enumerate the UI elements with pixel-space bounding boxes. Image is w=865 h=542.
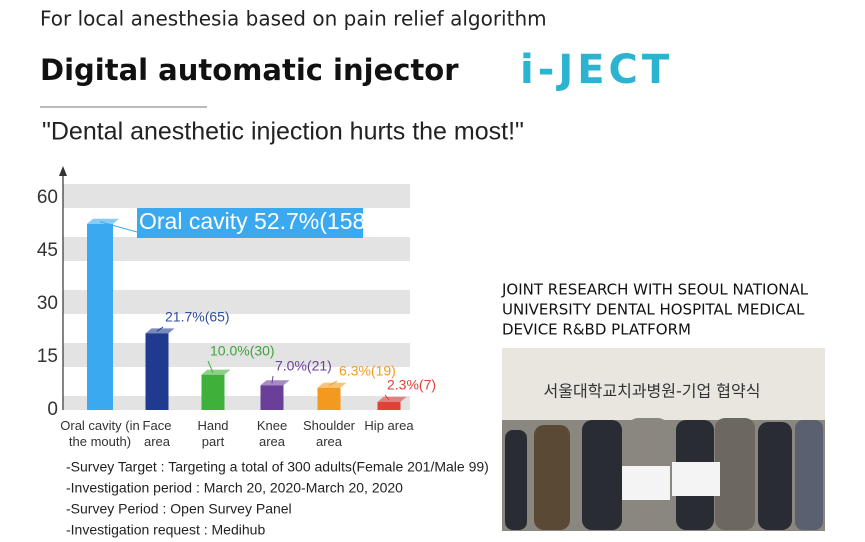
- research-line: UNIVERSITY DENTAL HOSPITAL MEDICAL: [502, 301, 805, 319]
- x-tick-label: Hand part: [197, 418, 229, 449]
- grid-band: [63, 343, 410, 367]
- x-tick-label: Shoulder area: [302, 418, 356, 449]
- subtitle: For local anesthesia based on pain relie…: [40, 7, 547, 31]
- bar: [377, 401, 401, 410]
- x-tick-label: Knee area: [256, 418, 288, 449]
- value-label: Oral cavity 52.7%(158): [139, 208, 373, 234]
- leader: [156, 326, 164, 332]
- bar: [260, 385, 284, 410]
- leader: [384, 394, 390, 401]
- leader: [328, 380, 338, 387]
- note: -Investigation period : March 20, 2020-M…: [66, 480, 403, 496]
- bar-top: [145, 328, 175, 334]
- research: JOINT RESEARCH WITH SEOUL NATIONAL UNIVE…: [501, 281, 825, 531]
- axis-arrow: [59, 166, 67, 176]
- x-tick-label: Face area: [142, 418, 172, 449]
- y-tick-label: 45: [37, 240, 58, 261]
- bar: [145, 333, 169, 410]
- value-label: 21.7%(65): [165, 309, 230, 325]
- research-line: JOINT RESEARCH WITH SEOUL NATIONAL: [501, 281, 809, 299]
- leader: [271, 375, 274, 384]
- label-box: [137, 208, 363, 238]
- value-label: 6.3%(19): [339, 363, 396, 379]
- title: Digital automatic injector: [40, 53, 459, 87]
- grid-band: [63, 290, 410, 314]
- value-label: 10.0%(30): [210, 343, 275, 359]
- bar-top: [317, 382, 347, 388]
- leader: [99, 221, 138, 233]
- y-tick-label: 0: [47, 399, 58, 420]
- bar: [317, 387, 341, 410]
- quote: "Dental anesthetic injection hurts the m…: [42, 118, 524, 146]
- bar: [87, 223, 113, 410]
- research-line: DEVICE R&BD PLATFORM: [502, 321, 691, 339]
- bar-top: [260, 380, 290, 386]
- leader: [207, 360, 214, 373]
- logo: i-JECT: [520, 47, 673, 93]
- grid-band: [63, 237, 410, 261]
- note: -Survey Target : Targeting a total of 30…: [66, 459, 489, 475]
- note: -Investigation request : Medihub: [66, 522, 265, 538]
- x-tick-label: Oral cavity (in the mouth): [60, 418, 140, 449]
- note: -Survey Period : Open Survey Panel: [66, 501, 292, 517]
- grid-band: [63, 184, 410, 208]
- y-tick-label: 60: [37, 187, 58, 208]
- grid-band: [63, 396, 410, 410]
- bar-top: [87, 218, 119, 224]
- people: [505, 418, 823, 530]
- y-tick-label: 15: [37, 346, 58, 367]
- photo-banner: [502, 348, 825, 420]
- chart: 0 15 30 45 60 Oral cavity 52.7%(158) 21.7%(65)…: [37, 166, 436, 420]
- bar: [201, 374, 225, 410]
- y-tick-label: 30: [37, 293, 58, 314]
- value-label: 2.3%(7): [387, 377, 436, 393]
- banner-text: 서울대학교치과병원-기업 협약식: [544, 382, 761, 401]
- value-label: 7.0%(21): [275, 358, 332, 374]
- bar-top: [201, 369, 231, 375]
- x-tick-label: Hip area: [364, 418, 414, 433]
- bar-top: [377, 396, 407, 402]
